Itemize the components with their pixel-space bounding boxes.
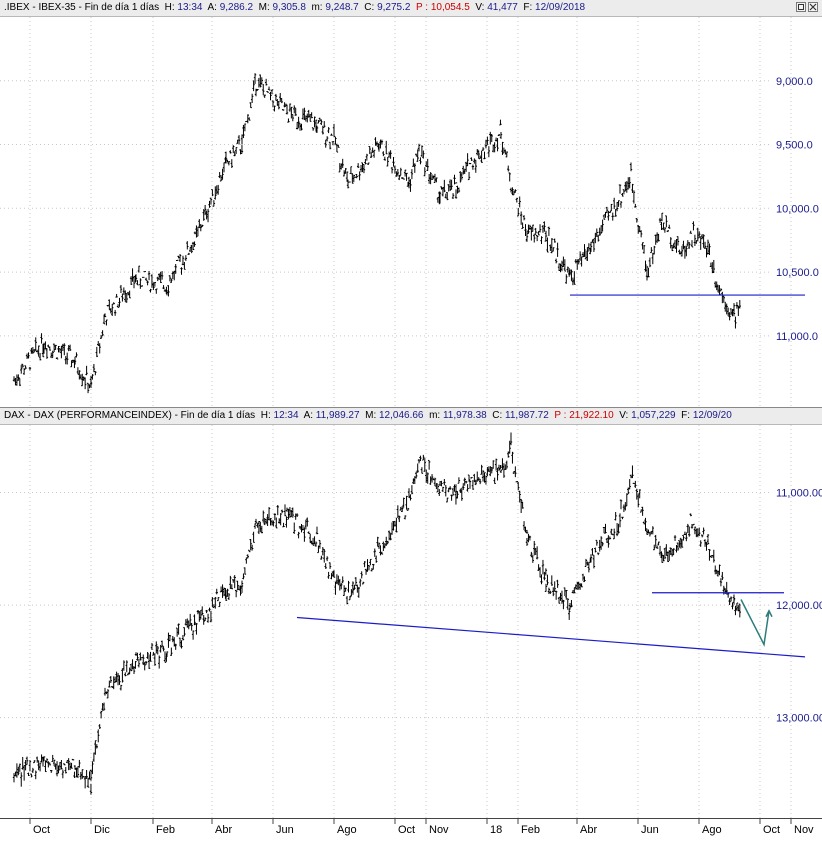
x-axis-svg: Oct Dic Feb Abr Jun Ago Oct Nov 18 Feb Abr Jun Ago Oc…: [29, 819, 814, 836]
dax-close: 11,987.72: [505, 410, 549, 421]
dax-volume: 1,057,229: [631, 410, 676, 421]
ibex-open: 9,286.2: [219, 2, 254, 13]
ibex-date: 12/09/2018: [535, 2, 586, 13]
arrowhead-icon: [765, 609, 773, 618]
x-tick-label: Nov: [429, 824, 449, 836]
x-tick-label: Ago: [337, 824, 357, 836]
ibex-time: 13:34: [177, 2, 203, 13]
x-tick-label: Oct: [763, 824, 780, 836]
ibex-close-icon[interactable]: [808, 2, 818, 12]
y-tick-label: 11,000.0: [776, 331, 818, 343]
price-bars: [12, 432, 741, 795]
ibex-volume: 41,477: [487, 2, 518, 13]
x-tick-label: Dic: [94, 824, 110, 836]
x-tick-label: Oct: [398, 824, 415, 836]
price-bars: [12, 73, 741, 394]
y-tick-label: 13,000.00: [776, 713, 822, 725]
ibex-maximize-icon[interactable]: [796, 2, 806, 12]
ibex-panel[interactable]: .IBEX - IBEX-35 - Fin de día 1 días H: 1…: [0, 0, 822, 406]
dax-title-bar: DAX - DAX (PERFORMANCEINDEX) - Fin de dí…: [0, 408, 822, 425]
x-tick-label: Oct: [33, 824, 50, 836]
ibex-p-value: 10,054.5: [430, 2, 470, 13]
dax-date: 12/09/20: [692, 410, 732, 421]
ibex-title-bar: .IBEX - IBEX-35 - Fin de día 1 días H: 1…: [0, 0, 822, 17]
y-tick-label: 10,500.0: [776, 267, 819, 279]
dax-plot-area[interactable]: 13,000.00 12,000.00 11,000.00: [0, 425, 822, 819]
dax-chart-svg: 13,000.00 12,000.00 11,000.00: [0, 425, 822, 819]
ibex-plot-area[interactable]: 11,000.0 10,500.0 10,000.0 9,500.0 9,000.0: [0, 17, 822, 406]
x-tick-label: Ago: [702, 824, 722, 836]
dax-symbol: DAX - DAX (PERFORMANCEINDEX) - Fin de dí…: [4, 410, 256, 421]
ibex-header-text: .IBEX - IBEX-35 - Fin de día 1 días H: 1…: [4, 2, 586, 13]
dax-header-text: DAX - DAX (PERFORMANCEINDEX) - Fin de dí…: [4, 410, 732, 421]
y-tick-label: 11,000.00: [776, 488, 822, 500]
ibex-high: 9,305.8: [272, 2, 306, 13]
y-tick-label: 9,000.0: [776, 76, 813, 88]
dax-time: 12:34: [273, 410, 299, 421]
x-tick-label: Abr: [215, 824, 232, 836]
y-tick-label: 9,500.0: [776, 140, 813, 152]
dax-p-value: 21,922.10: [569, 410, 614, 421]
x-tick-label: Feb: [521, 824, 540, 836]
x-tick-label: Nov: [794, 824, 814, 836]
projection-arrow: [740, 599, 770, 647]
dax-open: 11,989.27: [315, 410, 360, 421]
x-tick-label: Feb: [156, 824, 175, 836]
ibex-chart-svg: 11,000.0 10,500.0 10,000.0 9,500.0 9,000.0: [0, 17, 819, 406]
dax-panel[interactable]: DAX - DAX (PERFORMANCEINDEX) - Fin de dí…: [0, 407, 822, 819]
ibex-close: 9,275.2: [377, 2, 411, 13]
trend-line: [296, 616, 806, 658]
x-tick-label: Abr: [580, 824, 597, 836]
ibex-low: 9,248.7: [325, 2, 359, 13]
ibex-symbol: .IBEX - IBEX-35 - Fin de día 1 días: [4, 2, 160, 13]
y-tick-label: 10,000.0: [776, 203, 819, 215]
y-tick-label: 12,000.00: [776, 600, 822, 612]
dax-low: 11,978.38: [442, 410, 487, 421]
dax-high: 12,046.66: [379, 410, 424, 421]
x-tick-label: 18: [490, 824, 502, 836]
x-tick-label: Jun: [641, 824, 659, 836]
x-tick-label: Jun: [276, 824, 294, 836]
x-axis: Oct Dic Feb Abr Jun Ago Oct Nov 18 Feb Abr Jun Ago Oc…: [0, 818, 822, 837]
